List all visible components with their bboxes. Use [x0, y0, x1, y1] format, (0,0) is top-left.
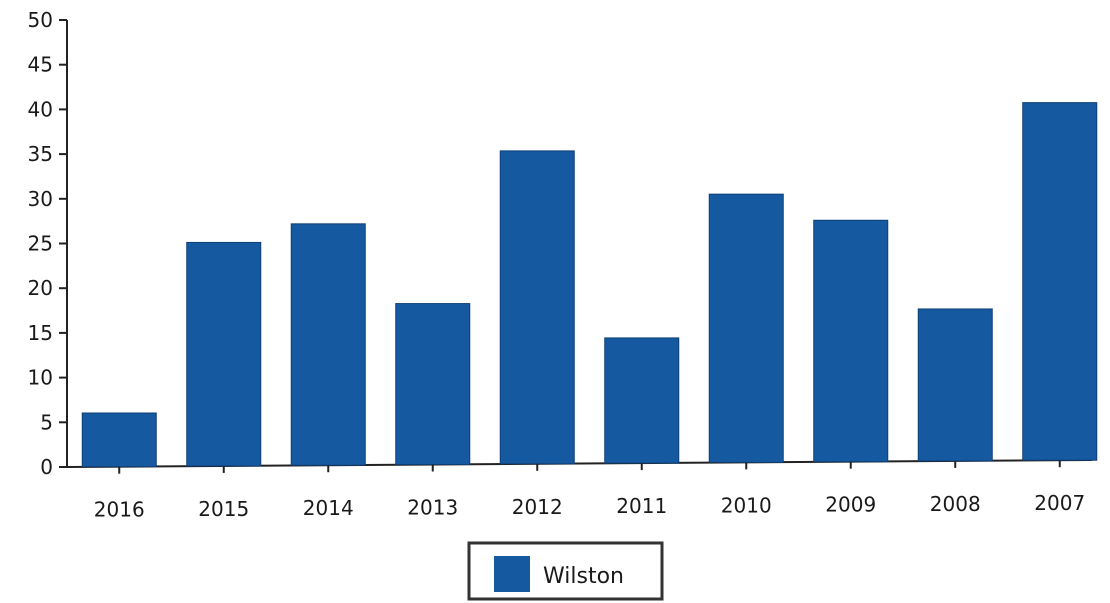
- y-tick-label: 50: [28, 8, 53, 32]
- x-tick-label-2009: 2009: [825, 493, 876, 517]
- x-tick-label-2013: 2013: [407, 496, 458, 520]
- x-tick-label-2008: 2008: [930, 492, 981, 516]
- bar-2011: [604, 337, 680, 464]
- x-tick-label-2010: 2010: [721, 493, 772, 517]
- y-tick-label: 0: [40, 455, 53, 479]
- y-tick-label: 15: [28, 321, 53, 345]
- y-tick-label: 45: [28, 53, 53, 77]
- bar-2016: [81, 412, 157, 468]
- x-tick-label-2014: 2014: [303, 496, 354, 520]
- bar-2013: [395, 303, 471, 466]
- bar-2009: [813, 219, 889, 463]
- x-tick-label-2012: 2012: [512, 495, 563, 519]
- y-tick-label: 25: [28, 232, 53, 256]
- legend-label-wilston: Wilston: [543, 564, 624, 589]
- legend: Wilston: [467, 541, 664, 601]
- bar-2012: [499, 150, 575, 465]
- x-ticks: 2016 2015 2014 2013 2012 2011 2010 2009 2008 2007: [94, 460, 1085, 522]
- y-tick-label: 20: [28, 276, 53, 300]
- y-ticks: 0 5 10 15 20 25 30 35 40 45 50: [28, 8, 67, 479]
- bar-2007: [1022, 102, 1098, 461]
- legend-swatch-wilston: [494, 556, 530, 592]
- bars: [81, 102, 1098, 468]
- y-tick-label: 10: [28, 366, 53, 390]
- bar-2014: [290, 223, 366, 466]
- x-tick-label-2015: 2015: [198, 497, 249, 521]
- bar-2010: [708, 193, 784, 463]
- y-tick-label: 30: [28, 187, 53, 211]
- bar-2008: [917, 308, 993, 462]
- bar-2015: [186, 241, 262, 467]
- x-tick-label-2016: 2016: [94, 498, 145, 522]
- x-tick-label-2011: 2011: [616, 494, 667, 518]
- y-tick-label: 5: [40, 410, 53, 434]
- y-tick-label: 35: [28, 142, 53, 166]
- y-tick-label: 40: [28, 97, 53, 121]
- x-tick-label-2007: 2007: [1034, 491, 1085, 515]
